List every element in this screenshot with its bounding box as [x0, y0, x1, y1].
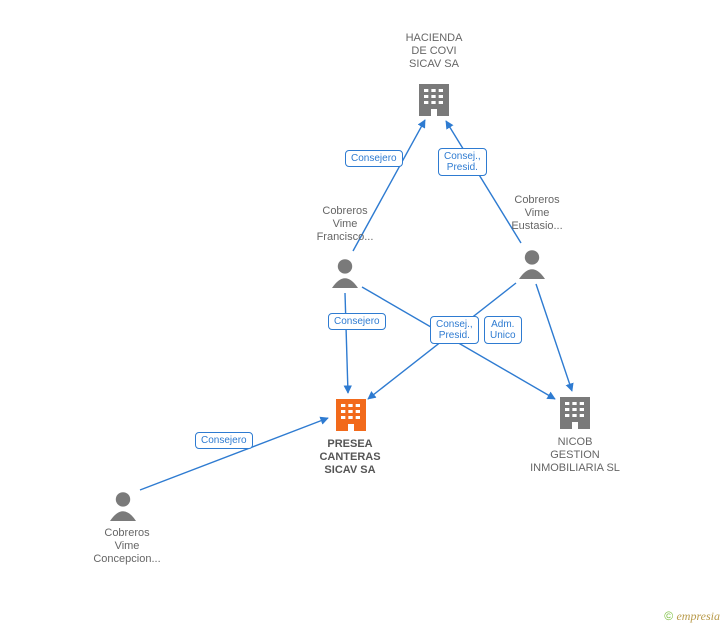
label-nicob: NICOB GESTION INMOBILIARIA SL	[520, 436, 630, 475]
person-icon-concepcion	[110, 492, 136, 521]
edge-label-6: Consejero	[195, 432, 253, 449]
label-hacienda: HACIENDA DE COVI SICAV SA	[380, 32, 488, 71]
person-icon-francisco	[332, 259, 358, 288]
building-icon-nicob	[560, 397, 590, 429]
edge-label-0: Consejero	[345, 150, 403, 167]
label-concepcion: Cobreros Vime Concepcion...	[82, 527, 172, 566]
copyright-symbol: ©	[664, 609, 673, 623]
edge-2	[345, 293, 348, 393]
copyright-brand: empresia	[676, 609, 720, 623]
copyright: © empresia	[664, 609, 720, 624]
edge-label-1: Consej., Presid.	[438, 148, 487, 176]
label-francisco: Cobreros Vime Francisco...	[305, 205, 385, 244]
edge-label-4: Adm. Unico	[484, 316, 522, 344]
building-icon-presea	[336, 399, 366, 431]
edge-label-3: Consej., Presid.	[430, 316, 479, 344]
diagram-canvas: HACIENDA DE COVI SICAV SA Cobreros Vime …	[0, 0, 728, 630]
edge-4	[536, 284, 572, 391]
edge-label-2: Consejero	[328, 313, 386, 330]
label-presea: PRESEA CANTERAS SICAV SA	[300, 438, 400, 477]
label-eustasio: Cobreros Vime Eustasio...	[498, 194, 576, 233]
person-icon-eustasio	[519, 250, 545, 279]
building-icon-hacienda	[419, 84, 449, 116]
